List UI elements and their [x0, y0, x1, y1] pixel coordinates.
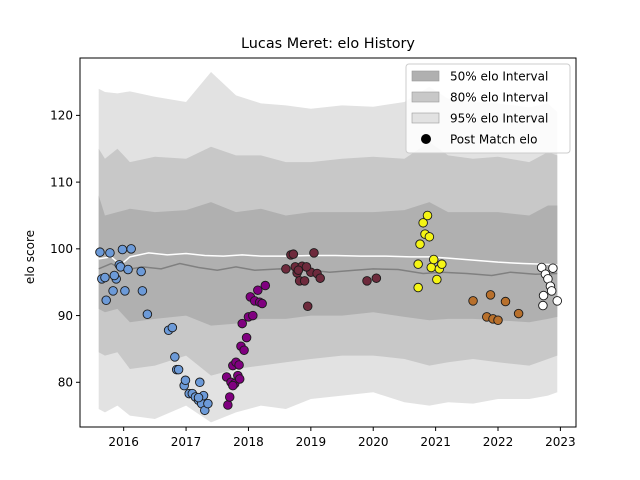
data-point — [173, 364, 184, 375]
data-point — [424, 232, 435, 242]
legend-label: 80% elo Interval — [450, 90, 548, 104]
data-point — [170, 352, 180, 362]
post-match-points — [95, 210, 563, 416]
data-point — [288, 249, 299, 259]
data-point — [362, 276, 372, 286]
data-point — [223, 400, 233, 410]
x-tick-label: 2019 — [296, 435, 327, 449]
data-point — [257, 298, 267, 309]
elo-interval-bands — [98, 72, 558, 423]
mean-line — [98, 252, 558, 266]
legend-label: Post Match elo — [450, 132, 537, 146]
data-point — [293, 265, 304, 275]
x-tick-label: 2021 — [420, 435, 451, 449]
data-point — [429, 254, 439, 265]
data-point — [120, 286, 130, 296]
y-tick-label: 120 — [50, 109, 73, 123]
y-tick-label: 100 — [50, 242, 73, 256]
data-point — [422, 210, 433, 221]
data-point — [552, 296, 563, 306]
data-point — [415, 239, 425, 249]
data-point — [253, 285, 263, 295]
plot-frame — [79, 57, 577, 428]
legend-marker — [421, 134, 431, 144]
data-point — [371, 273, 382, 283]
data-point — [437, 259, 447, 269]
data-point — [493, 315, 503, 325]
data-point — [142, 309, 153, 319]
data-point — [137, 286, 148, 296]
x-tick-label: 2016 — [108, 435, 139, 449]
legend: 50% elo Interval 80% elo Interval 95% elo … — [405, 63, 571, 154]
legend-box — [405, 63, 571, 154]
data-point — [193, 392, 204, 403]
legend-swatch — [411, 70, 440, 82]
data-point — [248, 310, 258, 321]
data-point — [538, 300, 548, 311]
data-point — [234, 374, 245, 384]
x-tick-label: 2023 — [545, 435, 576, 449]
data-point — [136, 266, 146, 277]
data-point — [546, 286, 557, 296]
data-point — [167, 322, 178, 333]
y-axis-label: elo score — [23, 230, 37, 284]
data-point — [309, 248, 319, 258]
data-point — [117, 244, 128, 255]
legend-label: 95% elo Interval — [450, 111, 548, 125]
data-point — [180, 375, 191, 386]
legend-label: 50% elo Interval — [450, 69, 548, 83]
data-point — [100, 272, 110, 283]
data-point — [109, 270, 120, 281]
data-point — [413, 282, 423, 293]
data-point — [239, 345, 249, 356]
data-point — [281, 264, 291, 274]
data-point — [315, 273, 325, 283]
data-point — [224, 392, 235, 402]
data-point — [123, 264, 133, 275]
data-point — [195, 377, 205, 388]
x-tick-label: 2018 — [233, 435, 264, 449]
data-point — [126, 244, 136, 254]
data-point — [468, 296, 478, 306]
data-point — [105, 248, 115, 258]
data-point — [426, 262, 437, 273]
data-point — [301, 262, 312, 272]
data-point — [95, 247, 105, 257]
legend-swatch — [411, 91, 440, 103]
data-point — [418, 218, 428, 228]
data-point — [228, 380, 238, 391]
data-point — [432, 274, 442, 285]
data-point — [237, 318, 247, 329]
x-tick-label: 2022 — [483, 435, 514, 449]
data-point — [500, 296, 511, 307]
data-point — [203, 398, 213, 409]
data-point — [413, 259, 423, 269]
data-point — [513, 308, 524, 319]
x-tick-label: 2020 — [358, 435, 389, 449]
data-point — [260, 280, 271, 291]
y-axis-ticks: 80 90 100 110 120 — [50, 109, 80, 390]
y-tick-label: 80 — [58, 376, 73, 390]
data-point — [108, 286, 118, 296]
data-point — [302, 301, 313, 311]
chart-title: Lucas Meret: elo History — [241, 36, 415, 52]
data-point — [299, 276, 310, 286]
data-point — [241, 332, 252, 343]
data-point — [101, 295, 111, 305]
data-point — [485, 290, 496, 300]
data-point — [234, 360, 244, 370]
data-point — [538, 290, 549, 301]
x-axis-ticks: 2016 2017 2018 2019 2020 2021 2022 2023 — [108, 427, 576, 449]
legend-swatch — [411, 112, 440, 124]
x-tick-label: 2017 — [171, 435, 202, 449]
y-tick-label: 90 — [58, 309, 73, 323]
data-point — [548, 263, 558, 273]
band-50 — [98, 195, 558, 326]
y-tick-label: 110 — [50, 175, 73, 189]
